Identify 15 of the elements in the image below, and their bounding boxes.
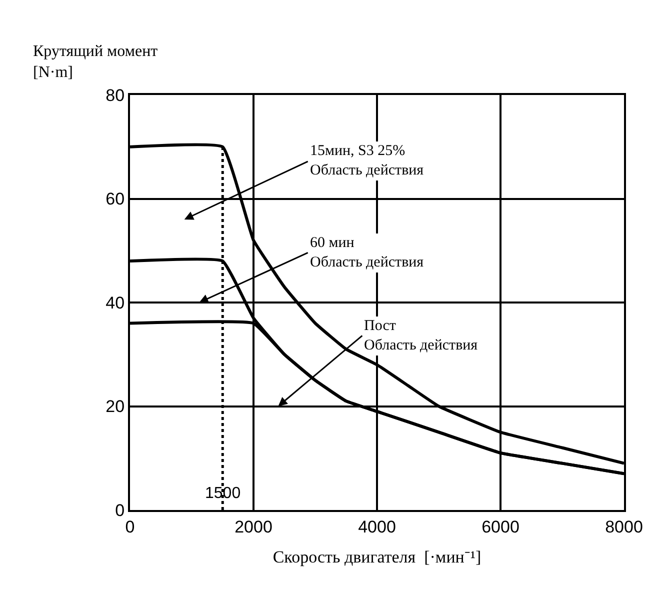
y-tick-label: 40 (106, 293, 125, 312)
x-tick-label: 4000 (358, 517, 396, 536)
y-tick-label: 0 (115, 500, 125, 520)
x-tick-label: 6000 (482, 517, 520, 536)
y-axis-title: Крутящий момент [N·m] (33, 43, 158, 81)
x-tick-label: 2000 (234, 517, 272, 536)
y-tick-label: 20 (106, 397, 125, 416)
y-tick-label: 80 (106, 86, 125, 105)
annotation: 60 мин Область действия (310, 235, 424, 270)
annotation: Пост Область действия (364, 318, 478, 354)
x-axis-title: Скорость двигателя [·мин⁻¹] (272, 547, 482, 566)
x-tick-label: 8000 (605, 517, 643, 536)
y-tick-label: 60 (106, 190, 125, 209)
annotation: 15мин, S3 25% Область действия (310, 143, 424, 178)
ref-line-label: 1500 (205, 485, 241, 502)
